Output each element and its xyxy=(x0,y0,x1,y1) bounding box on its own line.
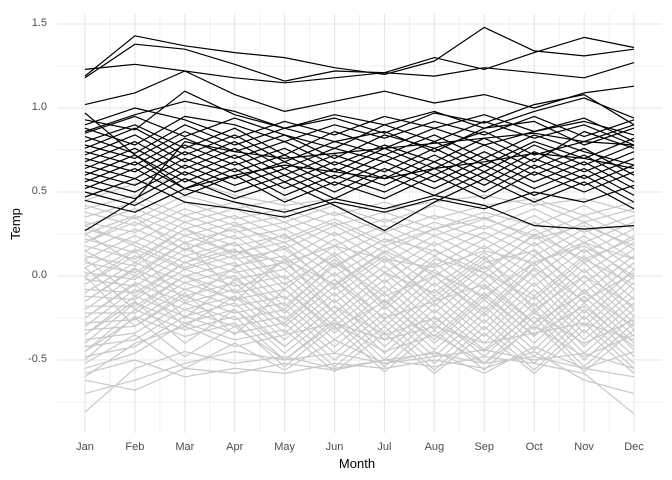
x-tick-label: Jan xyxy=(76,441,94,453)
x-tick-label: Feb xyxy=(125,441,145,453)
series-line-highlight xyxy=(84,154,635,190)
series-line-highlight xyxy=(84,164,635,196)
series-line-background xyxy=(84,309,635,364)
series-line-background xyxy=(84,262,635,321)
series-line-highlight xyxy=(84,188,635,230)
series-line-highlight xyxy=(84,117,635,156)
series-line-background xyxy=(84,282,635,341)
series-line-background xyxy=(84,288,635,344)
series-line-background xyxy=(84,334,635,374)
y-tick-label: 1.5 xyxy=(31,17,47,29)
series-line-highlight xyxy=(84,161,635,196)
series-line-highlight xyxy=(84,178,635,218)
x-tick-label: Nov xyxy=(574,441,594,453)
x-tick-label: Aug xyxy=(424,441,445,453)
x-tick-label: Oct xyxy=(525,441,543,453)
series-line-background xyxy=(84,208,635,243)
x-tick-label: Jul xyxy=(377,441,392,453)
series-line-background xyxy=(84,255,635,314)
x-tick-label: Apr xyxy=(226,441,244,453)
series-line-background xyxy=(84,262,635,319)
series-line-background xyxy=(84,216,635,252)
series-line-background xyxy=(84,214,635,254)
series-line-highlight xyxy=(84,120,635,154)
series-line-background xyxy=(84,245,635,302)
series-line-highlight xyxy=(84,36,635,82)
series-line-highlight xyxy=(84,132,635,232)
x-tick-label: Mar xyxy=(175,441,195,453)
series-line-background xyxy=(84,322,635,374)
series-line-background xyxy=(84,351,635,395)
series-line-background xyxy=(84,268,635,327)
x-tick-label: Jun xyxy=(325,441,344,453)
series-line-background xyxy=(84,295,635,351)
series-line-background xyxy=(84,241,635,297)
x-axis-title: Month xyxy=(338,456,376,471)
series-line-highlight xyxy=(84,151,635,183)
series-line-background xyxy=(84,255,635,311)
series-line-highlight xyxy=(84,134,635,170)
y-tick-label: -0.5 xyxy=(28,353,47,365)
series-line-background xyxy=(84,317,635,364)
series-line-background xyxy=(85,282,635,338)
series-line-highlight xyxy=(84,144,635,176)
y-tick-label: 1.0 xyxy=(31,101,47,113)
x-tick-label: May xyxy=(274,441,296,453)
series-line-background xyxy=(84,221,635,260)
series-line-background xyxy=(84,235,635,284)
series-line-highlight xyxy=(84,167,635,203)
series-line-background xyxy=(84,349,635,395)
series-line-background xyxy=(84,268,635,324)
series-line-highlight xyxy=(84,141,635,176)
series-line-background xyxy=(84,241,635,307)
series-line-background xyxy=(84,208,635,240)
y-tick-label: 0.5 xyxy=(31,185,47,197)
series-line-background xyxy=(84,309,635,368)
series-line-highlight xyxy=(84,26,635,77)
series-line-background xyxy=(84,221,635,264)
x-tick-label: Dec xyxy=(624,441,644,453)
series-line-highlight xyxy=(84,112,635,190)
series-line-highlight xyxy=(84,115,635,146)
series-line-background xyxy=(84,201,635,233)
series-line-highlight xyxy=(84,157,635,190)
series-line-background xyxy=(84,300,635,353)
series-line-highlight xyxy=(84,171,635,203)
y-tick-label: 0.0 xyxy=(31,269,47,281)
series-line-highlight xyxy=(84,124,635,159)
series-line-background xyxy=(84,295,635,354)
series-line-background xyxy=(84,255,635,314)
series-line-background xyxy=(84,248,635,300)
series-line-highlight xyxy=(84,147,635,183)
series-line-highlight xyxy=(84,70,635,113)
series-line-highlight xyxy=(84,97,635,133)
series-line-background xyxy=(84,315,635,371)
x-tick-label: Sep xyxy=(474,441,495,453)
series-line-background xyxy=(84,194,635,220)
series-line-highlight xyxy=(84,62,635,84)
series-line-background xyxy=(84,275,635,348)
series-line-background xyxy=(84,201,635,230)
series-line-background xyxy=(84,356,635,415)
series-line-background xyxy=(84,302,635,358)
series-line-background xyxy=(84,228,635,274)
